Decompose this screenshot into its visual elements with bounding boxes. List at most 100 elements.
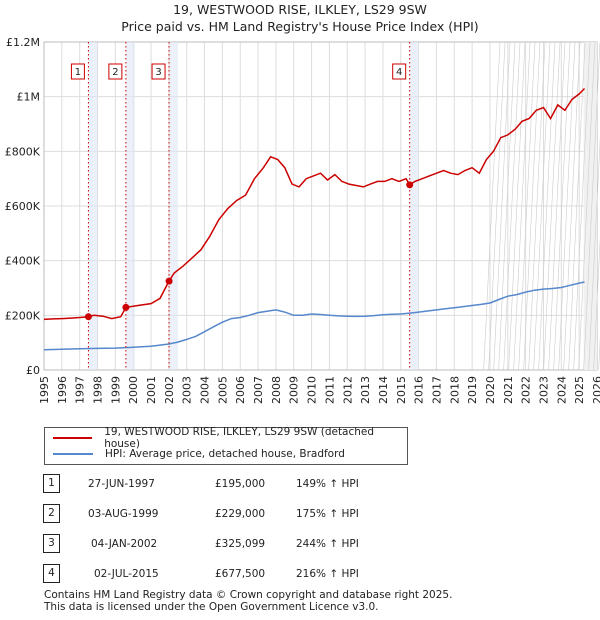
sale-point	[122, 303, 130, 311]
hatch-line	[498, 41, 516, 371]
sale-number-badge: 2	[43, 504, 60, 523]
x-tick-label: 2019	[466, 376, 479, 404]
sale-row: 3 04-JAN-2002 £325,099 244% ↑ HPI	[0, 534, 600, 556]
x-tick-label: 1995	[38, 376, 51, 404]
x-tick-label: 2009	[288, 376, 301, 404]
sale-label-number: 1	[75, 67, 81, 78]
y-tick-label: £1.2M	[6, 36, 40, 49]
sale-hpi-change: 244% ↑ HPI	[296, 538, 359, 550]
hatch-line	[493, 41, 511, 371]
x-tick-label: 1997	[74, 376, 87, 404]
hatch-line	[543, 41, 561, 371]
sale-point	[406, 181, 414, 189]
future-hatch	[483, 41, 600, 371]
legend-swatch-property	[53, 437, 93, 439]
sale-label-box	[151, 63, 166, 80]
footer-copyright: Contains HM Land Registry data © Crown c…	[44, 589, 453, 601]
legend-item-hpi: HPI: Average price, detached house, Brad…	[53, 446, 345, 462]
x-tick-label: 2005	[216, 376, 229, 404]
legend-swatch-hpi	[53, 453, 93, 455]
legend-label-hpi: HPI: Average price, detached house, Brad…	[105, 448, 345, 460]
x-tick-label: 2018	[448, 376, 461, 404]
sale-number-badge: 3	[43, 534, 60, 553]
legend-label-property: 19, WESTWOOD RISE, ILKLEY, LS29 9SW (det…	[104, 426, 375, 450]
x-tick-label: 2021	[502, 376, 515, 404]
sale-period-shade	[409, 42, 419, 370]
hatch-line	[533, 41, 551, 371]
sale-label-number: 2	[112, 67, 118, 78]
price-chart: 19, WESTWOOD RISE, ILKLEY, LS29 9SW Pric…	[5, 2, 600, 404]
sale-date: 04-JAN-2002	[91, 538, 158, 550]
hatch-line	[528, 41, 546, 371]
x-tick-label: 2020	[484, 376, 497, 404]
series-lines	[43, 87, 586, 351]
x-tick-label: 2015	[395, 376, 408, 404]
hatch-line	[518, 41, 536, 371]
x-tick-label: 1999	[109, 376, 122, 404]
x-tick-label: 2011	[323, 376, 336, 404]
sale-number-badge: 1	[43, 474, 60, 493]
x-tick-label: 2026	[591, 376, 600, 404]
hatch-line	[538, 41, 556, 371]
sale-number-badge: 4	[43, 564, 60, 583]
x-tick-label: 2000	[127, 376, 140, 404]
footer: Contains HM Land Registry data © Crown c…	[44, 589, 452, 613]
sale-point	[84, 313, 92, 321]
y-tick-label: £800K	[5, 145, 41, 158]
x-tick-label: 2012	[341, 376, 354, 404]
sale-price: £325,099	[215, 538, 266, 550]
sale-label-box	[392, 63, 407, 80]
chart-title: 19, WESTWOOD RISE, ILKLEY, LS29 9SW	[173, 2, 427, 17]
hatch-line	[483, 41, 501, 371]
legend: 19, WESTWOOD RISE, ILKLEY, LS29 9SW (det…	[44, 426, 408, 465]
hatch-line	[573, 41, 591, 371]
x-tick-label: 2003	[181, 376, 194, 404]
hatch-line	[508, 41, 526, 371]
hatch-line	[513, 41, 531, 371]
sale-row: 4 02-JUL-2015 £677,500 216% ↑ HPI	[0, 564, 600, 586]
sale-point	[165, 277, 173, 285]
legend-item-property: 19, WESTWOOD RISE, ILKLEY, LS29 9SW (det…	[53, 426, 407, 450]
x-tick-label: 2016	[413, 376, 426, 404]
sale-period-shade	[125, 42, 135, 370]
footer-licence: This data is licensed under the Open Gov…	[44, 601, 379, 613]
y-tick-label: £0	[26, 364, 40, 377]
x-tick-label: 2022	[520, 376, 533, 404]
hatch-line	[588, 136, 600, 371]
hatch-line	[503, 41, 521, 371]
sale-price: £677,500	[215, 568, 266, 580]
hatch-line	[523, 41, 541, 371]
x-tick-label: 2014	[377, 376, 390, 404]
x-tick-label: 1996	[56, 376, 69, 404]
sale-label-number: 3	[155, 67, 161, 78]
sale-markers: 1 2 3 4	[70, 42, 414, 370]
sale-label-box	[70, 63, 85, 80]
x-tick-label: 2007	[252, 376, 265, 404]
hatch-line	[563, 41, 581, 371]
sale-row: 2 03-AUG-1999 £229,000 175% ↑ HPI	[0, 504, 600, 526]
sale-price: £229,000	[215, 508, 266, 520]
y-axis: £0 £200K £400K £600K £800K £1M £1.2M	[5, 36, 41, 377]
sale-price: £195,000	[215, 478, 266, 490]
hatch-line	[548, 41, 566, 371]
x-tick-label: 1998	[92, 376, 105, 404]
x-tick-label: 2024	[555, 376, 568, 404]
y-tick-label: £1M	[17, 91, 41, 104]
series-line	[43, 281, 585, 351]
series-line	[43, 87, 586, 321]
sale-label-box	[108, 63, 123, 80]
sale-date: 27-JUN-1997	[88, 478, 155, 490]
hatch-line	[568, 41, 586, 371]
x-tick-label: 2013	[359, 376, 372, 404]
x-tick-label: 2025	[573, 376, 586, 404]
x-tick-label: 2008	[270, 376, 283, 404]
x-tick-label: 2001	[145, 376, 158, 404]
x-axis: 1995 1996 1997 1998 1999 2000 2001 2002 2003 2004…	[38, 376, 600, 404]
sale-date: 03-AUG-1999	[88, 508, 159, 520]
x-tick-label: 2017	[430, 376, 443, 404]
x-tick-label: 2004	[199, 376, 212, 404]
future-region	[583, 42, 597, 370]
sale-period-shade	[169, 42, 178, 370]
sale-hpi-change: 149% ↑ HPI	[296, 478, 359, 490]
y-tick-label: £400K	[5, 255, 41, 268]
